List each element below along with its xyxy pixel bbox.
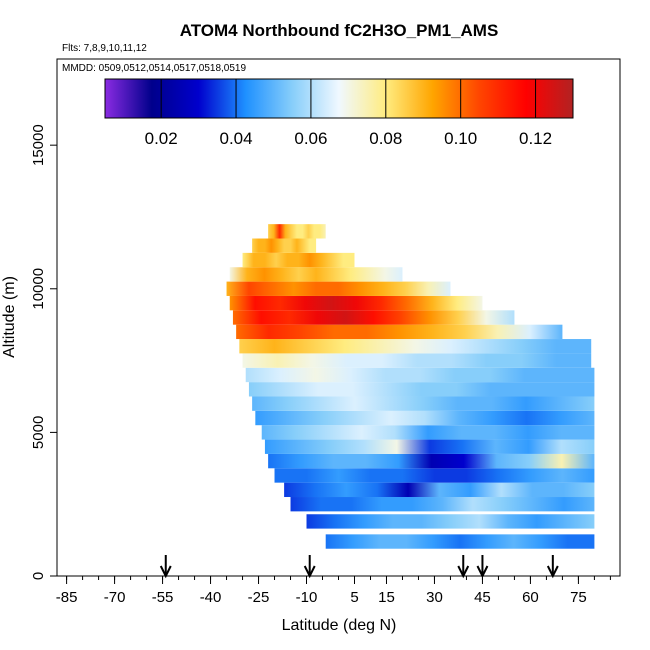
heatmap-band bbox=[268, 224, 326, 239]
heatmap-band bbox=[226, 281, 451, 296]
x-axis-title: Latitude (deg N) bbox=[282, 617, 397, 634]
colorbar-tick-label: 0.04 bbox=[219, 129, 252, 148]
heatmap-band bbox=[242, 353, 592, 368]
x-tick-label: -55 bbox=[152, 589, 174, 606]
colorbar-tick-label: 0.08 bbox=[369, 129, 402, 148]
heatmap-band bbox=[232, 310, 515, 325]
y-axis-title: Altitude (m) bbox=[1, 276, 18, 358]
plot-area bbox=[226, 224, 595, 549]
chart-title: ATOM4 Northbound fC2H3O_PM1_AMS bbox=[180, 21, 499, 40]
heatmap-band bbox=[290, 497, 595, 512]
heatmap-band bbox=[306, 514, 595, 529]
heatmap-band bbox=[236, 324, 563, 340]
x-tick-label: 30 bbox=[426, 589, 443, 606]
x-axis: -85 -70 -55 -40 -25 -10 5 15 30 45 60 75 bbox=[56, 576, 611, 606]
down-arrow-icon bbox=[457, 555, 470, 579]
y-tick-label: 15000 bbox=[30, 124, 47, 166]
x-tick-label: 5 bbox=[350, 589, 358, 606]
colorbar-tick-label: 0.10 bbox=[444, 129, 477, 148]
down-arrow-icon bbox=[303, 555, 316, 579]
colorbar: 0.02 0.04 0.06 0.08 0.10 0.12 bbox=[104, 78, 574, 148]
x-tick-label: -85 bbox=[56, 589, 78, 606]
chart-subtitle: Flts: 7,8,9,10,11,12 bbox=[62, 43, 147, 54]
heatmap-band bbox=[245, 367, 595, 383]
heatmap-layer bbox=[226, 224, 595, 549]
colorbar-tick-label: 0.06 bbox=[294, 129, 327, 148]
heatmap-band bbox=[252, 396, 595, 411]
heatmap-band bbox=[264, 439, 595, 454]
down-arrow-icon bbox=[476, 555, 489, 579]
heatmap-band bbox=[255, 410, 595, 426]
y-tick-label: 10000 bbox=[30, 268, 47, 310]
heatmap-band bbox=[274, 468, 595, 483]
heatmap-band bbox=[242, 252, 355, 268]
heatmap-band bbox=[261, 425, 595, 440]
heatmap-band bbox=[229, 295, 483, 311]
arrow-markers bbox=[159, 555, 559, 579]
x-tick-label: -70 bbox=[104, 589, 126, 606]
down-arrow-icon bbox=[159, 555, 172, 579]
x-tick-label: 75 bbox=[570, 589, 587, 606]
colorbar-tick-label: 0.12 bbox=[519, 129, 552, 148]
y-axis: 0 5000 10000 15000 bbox=[30, 124, 57, 580]
heatmap-band bbox=[248, 382, 595, 397]
heatmap-band bbox=[325, 534, 595, 549]
heatmap-band bbox=[268, 453, 595, 469]
x-tick-label: 60 bbox=[522, 589, 539, 606]
x-tick-label: -40 bbox=[200, 589, 222, 606]
heatmap-band bbox=[252, 238, 317, 253]
x-tick-label: -25 bbox=[248, 589, 270, 606]
annotation-text: MMDD: 0509,0512,0514,0517,0518,0519 bbox=[62, 63, 246, 74]
x-tick-label: 45 bbox=[474, 589, 491, 606]
y-tick-label: 0 bbox=[30, 572, 47, 580]
x-tick-label: 15 bbox=[378, 589, 395, 606]
down-arrow-icon bbox=[546, 555, 559, 579]
colorbar-tick-label: 0.02 bbox=[145, 129, 178, 148]
x-tick-label: -10 bbox=[296, 589, 318, 606]
colorbar-gradient bbox=[104, 78, 574, 119]
heatmap-band bbox=[284, 482, 595, 498]
y-tick-label: 5000 bbox=[30, 416, 47, 449]
colorbar-ticks: 0.02 0.04 0.06 0.08 0.10 0.12 bbox=[145, 79, 552, 148]
heatmap-band bbox=[229, 267, 403, 282]
heatmap-band bbox=[239, 339, 592, 354]
